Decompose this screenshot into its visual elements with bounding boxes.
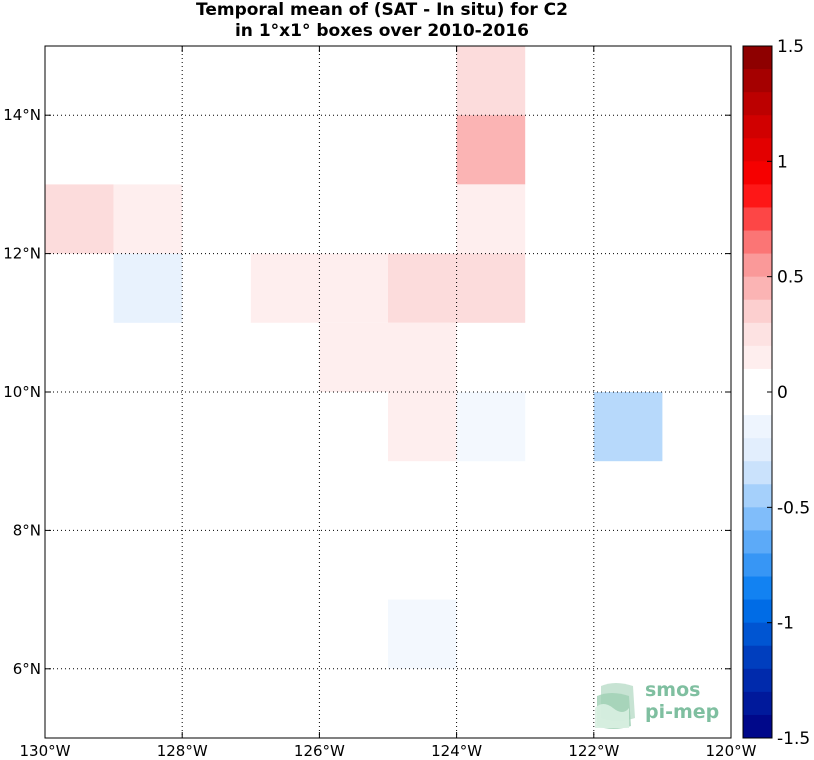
heatmap-cell <box>250 253 320 323</box>
heatmap-cell <box>388 253 457 323</box>
colorbar-segment <box>743 253 772 278</box>
colorbar-segment <box>743 668 772 693</box>
logo-line2: pi-mep <box>645 701 720 723</box>
heatmap-cell <box>113 253 183 323</box>
colorbar-segment <box>743 599 772 624</box>
y-tick-label: 10°N <box>3 383 41 401</box>
heatmap-cell <box>456 184 526 254</box>
heatmap-cell <box>456 46 526 116</box>
colorbar-segment <box>743 415 772 439</box>
heatmap-cell <box>45 184 114 254</box>
colorbar-segment <box>743 138 772 162</box>
logo-line1: smos <box>645 679 701 701</box>
colorbar-tick-label: 1 <box>777 152 788 172</box>
heatmap-cell <box>388 322 457 392</box>
colorbar-segment <box>743 207 772 232</box>
colorbar-segment <box>743 92 772 116</box>
heatmap-cell <box>388 599 457 669</box>
colorbar-tick-label: -0.5 <box>777 498 810 518</box>
logo-waves-icon <box>595 683 635 729</box>
x-tick-label: 126°W <box>294 742 345 760</box>
colorbar-segment <box>743 161 772 185</box>
heatmap-cell <box>319 322 388 392</box>
colorbar-segment <box>743 576 772 601</box>
x-tick-label: 124°W <box>431 742 482 760</box>
colorbar-segment <box>743 484 772 508</box>
colorbar-segment <box>743 276 772 301</box>
chart-subtitle: in 1°x1° boxes over 2010-2016 <box>234 21 530 41</box>
colorbar-segment <box>743 115 772 139</box>
heatmap-cell <box>456 115 526 185</box>
ticks-layer: 130°W 128°W 126°W 124°W 122°W 120°W 6°N 8°N 10°N… <box>3 46 757 760</box>
cells-layer <box>45 46 663 669</box>
y-tick-label: 12°N <box>3 245 41 263</box>
colorbar-segment <box>743 645 772 670</box>
smos-pimep-logo: smos pi-mep <box>593 678 723 730</box>
colorbar-segment <box>743 438 772 462</box>
colorbar: 1.5 1 0.5 0 -0.5 -1 -1.5 <box>742 37 810 749</box>
colorbar-tick-label: -1.5 <box>777 729 810 749</box>
colorbar-segment <box>743 461 772 485</box>
y-tick-label: 14°N <box>3 106 41 124</box>
colorbar-tick-label: 1.5 <box>777 37 804 57</box>
colorbar-segment <box>743 714 772 739</box>
x-tick-label: 122°W <box>568 742 619 760</box>
colorbar-segment <box>743 530 772 554</box>
colorbar-segment <box>743 230 772 255</box>
colorbar-segment <box>743 46 772 70</box>
y-tick-label: 8°N <box>13 521 41 539</box>
heatmap-cell <box>456 253 526 323</box>
colorbar-segment <box>743 691 772 716</box>
colorbar-segment <box>743 69 772 93</box>
colorbar-tick-label: -1 <box>777 614 794 634</box>
colorbar-segment <box>743 507 772 531</box>
colorbar-segment <box>743 299 772 324</box>
heatmap-cell <box>593 392 663 462</box>
colorbar-segment <box>743 184 772 208</box>
colorbar-tick-label: 0 <box>777 383 788 403</box>
heatmap-cell <box>388 392 457 462</box>
colorbar-tick-label: 0.5 <box>777 268 804 288</box>
chart-title: Temporal mean of (SAT - In situ) for C2 <box>196 0 568 20</box>
heatmap-cell <box>456 392 526 462</box>
x-tick-label: 130°W <box>20 742 71 760</box>
colorbar-segment <box>743 322 772 347</box>
colorbar-segment <box>743 345 772 370</box>
colorbar-segment <box>743 368 772 393</box>
x-tick-label: 120°W <box>706 742 757 760</box>
colorbar-segment <box>743 392 772 416</box>
heatmap-cell <box>113 184 183 254</box>
x-tick-label: 128°W <box>157 742 208 760</box>
grid-layer <box>45 46 731 738</box>
colorbar-segment <box>743 553 772 578</box>
heatmap-cell <box>319 253 388 323</box>
y-tick-label: 6°N <box>13 660 41 678</box>
colorbar-segment <box>743 622 772 647</box>
